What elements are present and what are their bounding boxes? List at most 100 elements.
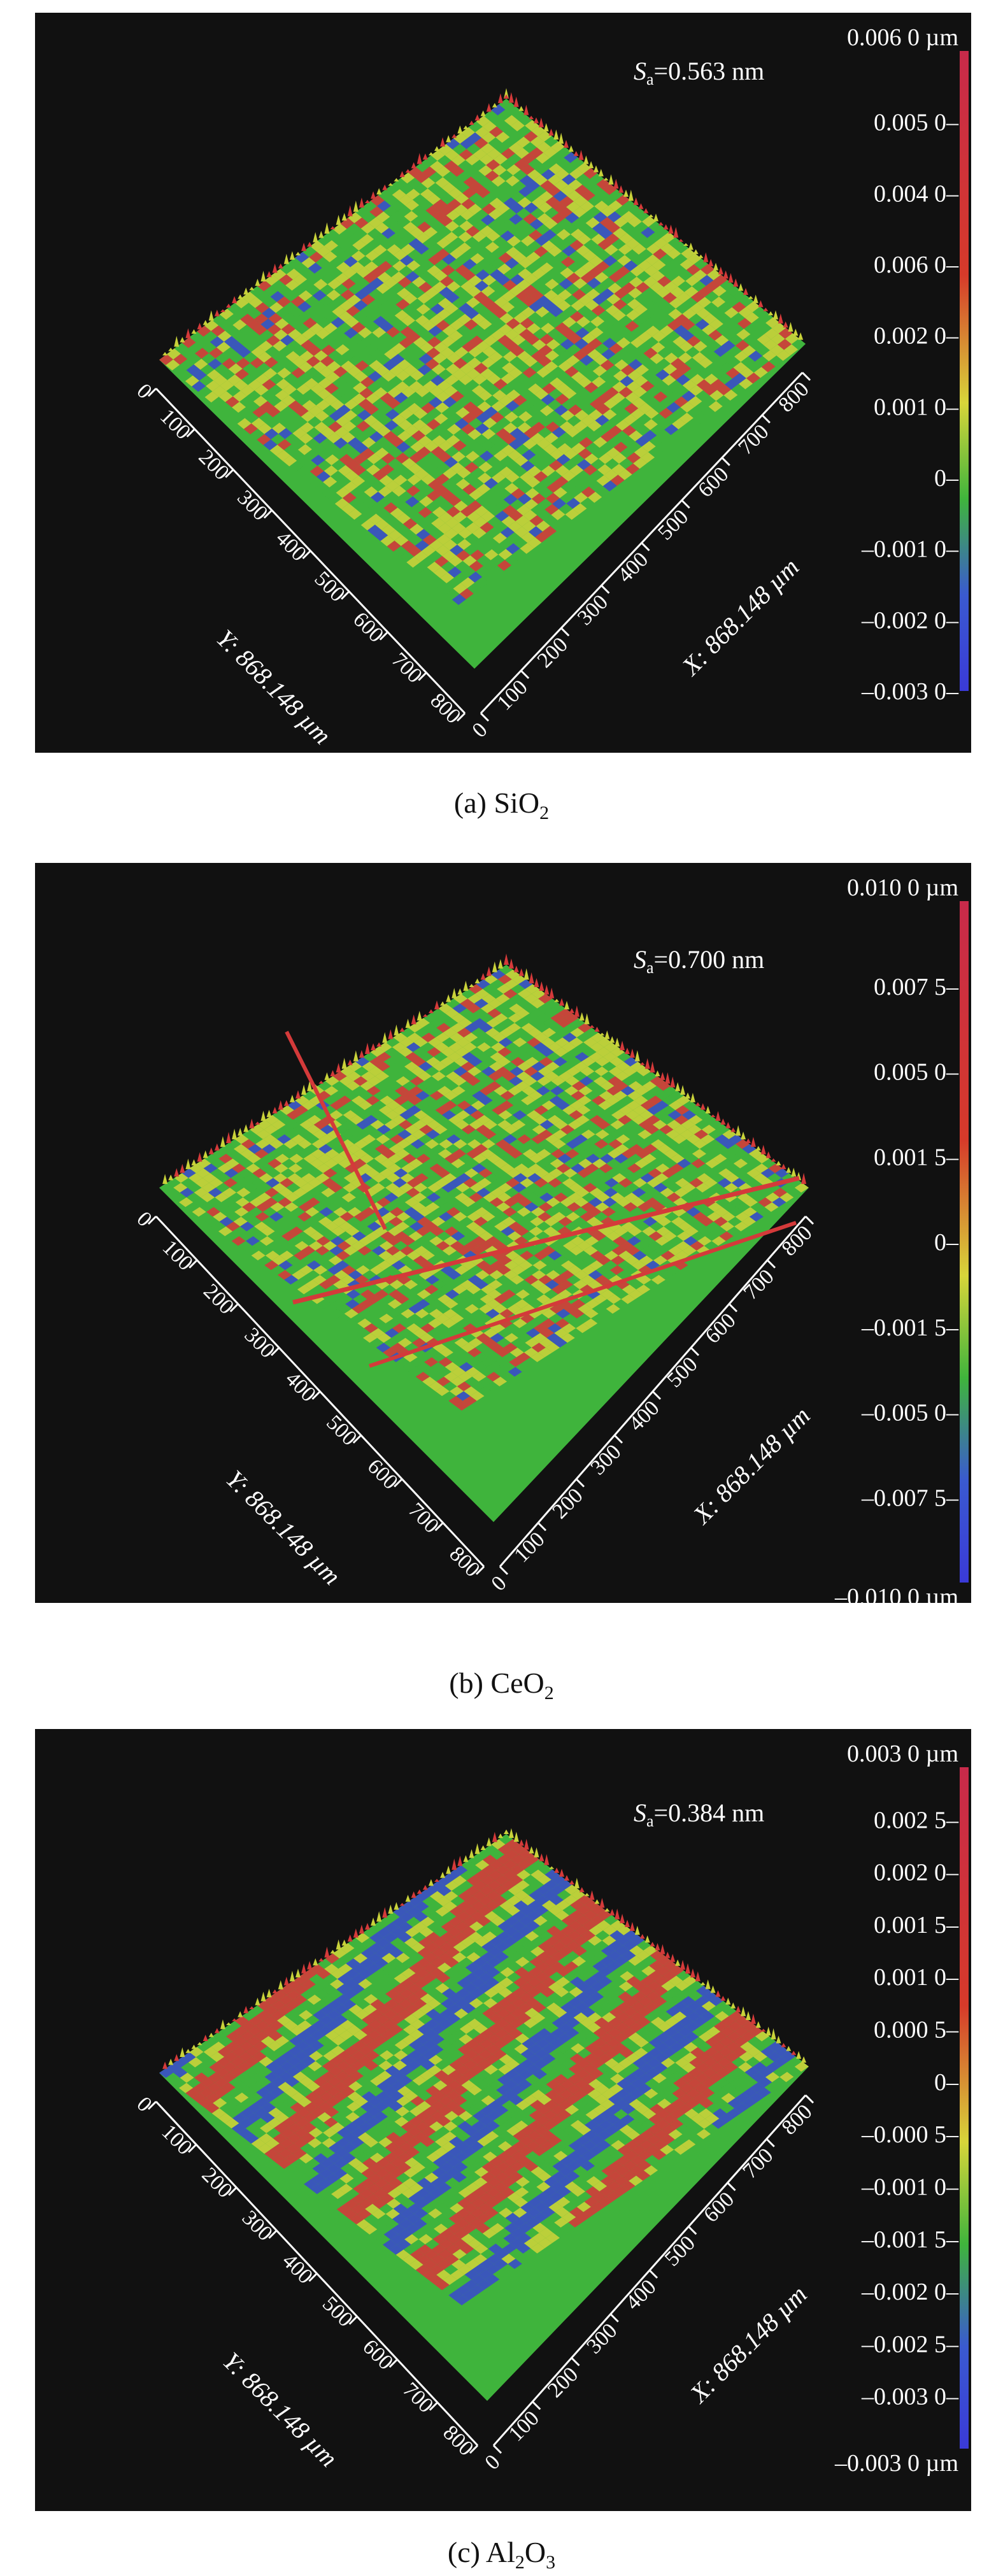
color-scale-tick-label: 0.003 0 µm: [847, 1740, 958, 1767]
color-scale-tick-label: 0.001 5–: [874, 1144, 959, 1171]
color-scale-tick-label: 0.001 0–: [874, 1964, 959, 1991]
x-tick-label: 200: [543, 2363, 583, 2402]
color-scale-tick-label: –0.000 5–: [861, 2121, 959, 2148]
y-axis-label: Y: 868.148 µm: [220, 1465, 346, 1591]
roughness-label: Sa=0.563 nm: [634, 57, 764, 89]
y-tick-label: 300: [239, 1323, 279, 1363]
surface-plot-b: 0010010020020030030040040050050060060070…: [132, 874, 969, 1611]
panel-a: 0 0 100 100 200 200 300 300 400 400 500 500 600 600 70…: [35, 13, 971, 753]
color-scale-tick-label: 0.006 0–: [874, 252, 959, 278]
color-scale-tick-label: 0–: [934, 2069, 959, 2096]
x-tick-label: 500: [660, 2231, 700, 2271]
y-axis-label: Y: 868.148 µm: [217, 2347, 343, 2473]
caption-c-sub2: 3: [546, 2552, 556, 2573]
y-tick-label: 500: [322, 1411, 361, 1450]
color-scale-tick-label: 0.001 5–: [874, 1912, 959, 1939]
color-scale-tick-label: –0.007 5–: [861, 1484, 959, 1511]
y-tick-label: 100: [157, 2120, 196, 2160]
x-tick-label: 0: [487, 1571, 511, 1595]
roughness-label: Sa=0.384 nm: [634, 1798, 764, 1830]
color-scale-tick-label: 0.002 0–: [874, 1860, 959, 1886]
y-tick-label: 700: [404, 1498, 443, 1538]
surface-a: [159, 88, 806, 669]
x-tick-label: 100: [509, 1528, 549, 1567]
x-axis-label: X: 868.148 µm: [686, 1401, 816, 1530]
color-scale-tick-label: –0.002 5–: [861, 2331, 959, 2358]
y-tick-label: 300: [238, 2206, 277, 2245]
caption-b-text: (b) CeO: [449, 1667, 544, 1699]
color-scale-tick-label: –0.001 5–: [861, 2226, 959, 2253]
x-tick-label: 800: [777, 2100, 816, 2139]
color-scale-tick-label: 0.007 5–: [874, 974, 959, 1000]
color-scale-bar: [960, 1767, 969, 2449]
color-scale-tick-label: –0.001 0–: [861, 536, 959, 563]
color-scale-ticks: 0.003 0 µm 0.002 5– 0.002 0– 0.001 5– 0.001 …: [834, 1740, 959, 2477]
x-axis-label: X: 868.148 µm: [683, 2280, 813, 2409]
x-tick-label: 600: [701, 1309, 740, 1348]
color-scale-tick-label: 0–: [934, 465, 959, 492]
surface-plot-a: 0010010020020030030040040050050060060070…: [132, 24, 969, 750]
y-tick-label: 500: [318, 2292, 357, 2331]
x-tick-label: 200: [533, 633, 573, 672]
y-tick-label: 600: [363, 1455, 402, 1494]
y-tick-label: 800: [445, 1542, 484, 1581]
y-tick-label: 800: [425, 688, 465, 728]
x-tick-label: 400: [613, 548, 653, 587]
x-tick-label: 500: [662, 1353, 702, 1392]
x-tick-label: 400: [624, 1396, 664, 1435]
y-tick-label: 600: [358, 2335, 397, 2374]
y-tick-label: 200: [197, 2163, 237, 2202]
y-tick-label: 400: [278, 2249, 317, 2288]
x-axis-label: X: 868.148 µm: [676, 553, 805, 682]
y-tick-label: 400: [281, 1367, 320, 1406]
x-tick-label: 0: [480, 2450, 504, 2474]
color-scale-tick-label: 0.005 0–: [874, 1059, 959, 1086]
y-axis-label: Y: 868.148 µm: [211, 624, 337, 750]
y-tick-label: 100: [158, 1235, 197, 1275]
color-scale-tick-label: –0.010 0 µm: [834, 1584, 958, 1611]
color-scale-tick-label: –0.005 0–: [861, 1400, 959, 1427]
caption-b: (b) CeO2: [0, 1669, 1003, 1703]
y-tick-label: 300: [232, 486, 272, 525]
x-tick-label: 800: [774, 377, 813, 416]
x-tick-label: 100: [504, 2407, 544, 2446]
x-tick-label: 200: [548, 1484, 587, 1523]
color-scale-tick-label: –0.003 0–: [861, 2384, 959, 2410]
y-tick-label: 800: [438, 2421, 478, 2460]
surface-plot-c: 0010010020020030030040040050050060060070…: [132, 1740, 969, 2477]
x-tick-label: 300: [586, 1440, 625, 1479]
x-tick-label: 500: [653, 505, 693, 544]
color-scale-tick-label: –0.003 0–: [861, 678, 959, 705]
color-scale-tick-label: 0.005 0–: [874, 110, 959, 136]
color-scale-tick-label: 0.002 5–: [874, 1807, 959, 1833]
caption-c-suffix: O: [524, 2536, 546, 2568]
caption-c: (c) Al2O3: [0, 2538, 1003, 2572]
caption-b-sub: 2: [544, 1683, 554, 1704]
x-tick-label: 400: [621, 2275, 660, 2314]
color-scale-tick-label: –0.001 5–: [861, 1314, 959, 1341]
color-scale-tick-label: 0.006 0 µm: [847, 24, 958, 51]
surface-b: [159, 953, 809, 1522]
color-scale-tick-label: –0.003 0 µm: [834, 2450, 958, 2477]
x-tick-label: 700: [738, 2144, 778, 2183]
caption-c-text: (c) Al: [447, 2536, 515, 2568]
x-tick-label: 300: [573, 590, 613, 630]
y-tick-label: 700: [387, 648, 427, 688]
y-tick-label: 400: [271, 526, 311, 566]
color-scale-ticks: 0.006 0 µm 0.005 0– 0.004 0– 0.006 0– 0.002 …: [847, 24, 959, 705]
color-scale-tick-label: –0.001 0–: [861, 2174, 959, 2200]
color-scale-tick-label: –0.002 0–: [861, 607, 959, 634]
y-tick-label: 600: [348, 608, 388, 647]
panel-c: 0 0 100 100 200 200 300 300 400 400 500 500 600 600 70…: [35, 1729, 971, 2511]
panel-b: 0 0 100 100 200 200 300 300 400 400 500 500 600 600 70…: [35, 863, 971, 1611]
x-tick-label: 600: [699, 2188, 739, 2227]
caption-a-text: (a) SiO: [453, 786, 540, 819]
color-scale-tick-label: 0.001 0–: [874, 394, 959, 420]
color-scale-tick-label: 0.002 0–: [874, 323, 959, 350]
color-scale-tick-label: 0.010 0 µm: [847, 874, 958, 901]
x-tick-label: 300: [582, 2319, 622, 2358]
color-scale-tick-label: –0.002 0–: [861, 2279, 959, 2305]
caption-a: (a) SiO2: [0, 788, 1003, 823]
color-scale-tick-label: 0.004 0–: [874, 180, 959, 207]
y-tick-label: 700: [398, 2378, 437, 2417]
